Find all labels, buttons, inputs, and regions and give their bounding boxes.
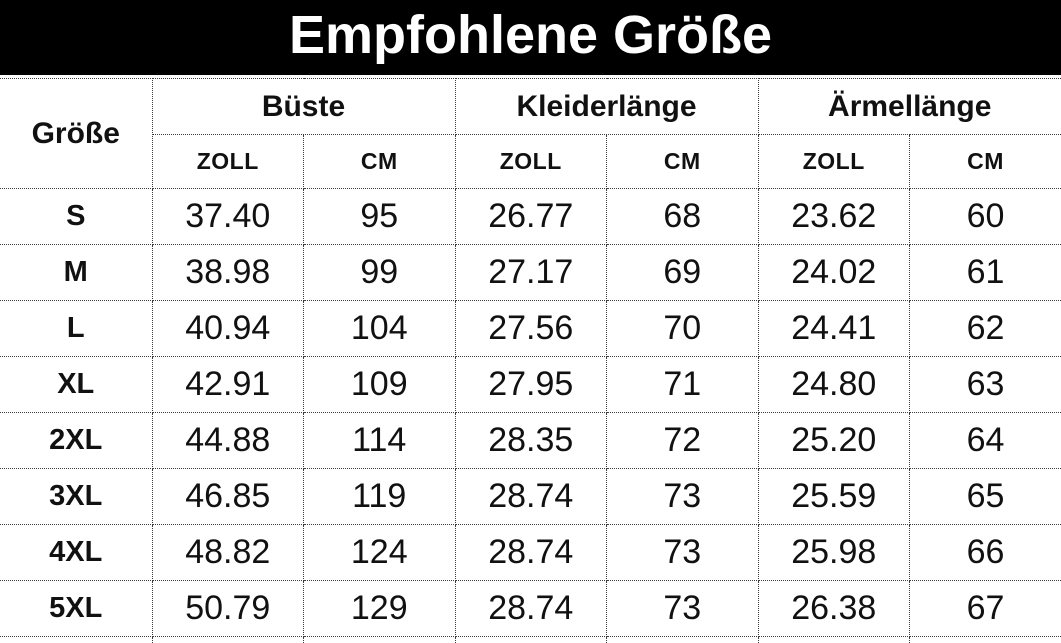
value-cell: 60 [909,188,1061,245]
size-label: M [0,244,153,301]
value-cell: 73 [606,580,759,637]
value-cell: 42.91 [151,356,304,413]
value-cell: 40.94 [151,300,304,357]
unit-header-kleiderlaenge-zoll: ZOLL [454,134,607,189]
value-cell: 26.38 [757,580,910,637]
value-cell: 28.74 [454,580,607,637]
value-cell: 71 [606,356,759,413]
value-cell: 73 [606,468,759,525]
size-row-s: S 37.40 95 26.77 68 23.62 60 [0,188,1061,245]
value-cell: 25.59 [757,468,910,525]
value-cell: 24.02 [757,244,910,301]
value-cell: 69 [606,244,759,301]
value-cell: 61 [909,244,1061,301]
size-row-m: M 38.98 99 27.17 69 24.02 61 [0,244,1061,301]
size-chart-table: Größe Büste Kleiderlänge Ärmellänge ZOLL… [0,78,1061,643]
group-header-bueste: Büste [151,78,456,135]
size-label: S [0,188,153,245]
value-cell: 44.88 [151,412,304,469]
size-label: XL [0,356,153,413]
value-cell: 24.41 [757,300,910,357]
unit-header-aermellaenge-zoll: ZOLL [757,134,910,189]
unit-header-bueste-cm: CM [303,134,456,189]
size-row-5xl: 5XL 50.79 129 28.74 73 26.38 67 [0,580,1061,637]
value-cell: 48.82 [151,524,304,581]
value-cell: 64 [909,412,1061,469]
size-label: 2XL [0,412,153,469]
size-label: 3XL [0,468,153,525]
value-cell: 72 [606,412,759,469]
value-cell: 73 [606,524,759,581]
header-unit-row: ZOLL CM ZOLL CM ZOLL CM [0,134,1061,189]
header-group-row: Größe Büste Kleiderlänge Ärmellänge [0,78,1061,189]
value-cell: 28.35 [454,412,607,469]
size-row-xl: XL 42.91 109 27.95 71 24.80 63 [0,356,1061,413]
group-header-kleiderlaenge: Kleiderlänge [454,78,759,135]
size-label: 4XL [0,524,153,581]
size-row-l: L 40.94 104 27.56 70 24.41 62 [0,300,1061,357]
size-label: L [0,300,153,357]
value-cell: 124 [303,524,456,581]
value-cell: 109 [303,356,456,413]
unit-header-aermellaenge-cm: CM [909,134,1061,189]
value-cell: 119 [303,468,456,525]
value-cell: 25.20 [757,412,910,469]
value-cell: 25.98 [757,524,910,581]
value-cell: 28.74 [454,524,607,581]
value-cell: 37.40 [151,188,304,245]
group-header-aermellaenge: Ärmellänge [757,78,1061,135]
value-cell: 23.62 [757,188,910,245]
value-cell: 27.17 [454,244,607,301]
value-cell: 62 [909,300,1061,357]
value-cell: 50.79 [151,580,304,637]
size-row-3xl: 3XL 46.85 119 28.74 73 25.59 65 [0,468,1061,525]
unit-header-bueste-zoll: ZOLL [152,134,304,189]
value-cell: 114 [303,412,456,469]
size-row-2xl: 2XL 44.88 114 28.35 72 25.20 64 [0,412,1061,469]
value-cell: 95 [303,188,456,245]
value-cell: 46.85 [151,468,304,525]
value-cell: 104 [303,300,456,357]
value-cell: 28.74 [454,468,607,525]
value-cell: 38.98 [151,244,304,301]
value-cell: 24.80 [757,356,910,413]
value-cell: 27.95 [454,356,607,413]
value-cell: 66 [909,524,1061,581]
title-banner: Empfohlene Größe [0,0,1061,75]
unit-header-kleiderlaenge-cm: CM [606,134,759,189]
value-cell: 26.77 [454,188,607,245]
size-column-header: Größe [0,78,153,189]
size-row-4xl: 4XL 48.82 124 28.74 73 25.98 66 [0,524,1061,581]
value-cell: 63 [909,356,1061,413]
clipped-bottom-row [0,636,1061,643]
page-title: Empfohlene Größe [288,4,773,65]
value-cell: 99 [303,244,456,301]
value-cell: 129 [303,580,456,637]
value-cell: 68 [606,188,759,245]
value-cell: 27.56 [454,300,607,357]
size-label: 5XL [0,580,153,637]
value-cell: 65 [909,468,1061,525]
value-cell: 70 [606,300,759,357]
value-cell: 67 [909,580,1061,637]
